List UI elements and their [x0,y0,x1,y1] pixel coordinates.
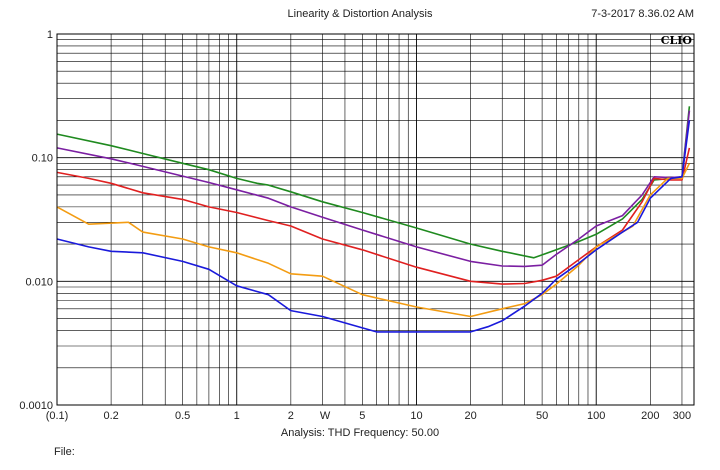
x-tick-label: 10 [410,410,422,422]
timestamp: 7-3-2017 8.36.02 AM [591,8,694,20]
x-tick-label: 200 [641,410,659,422]
analysis-info: Analysis: THD Frequency: 50.00 [280,427,440,439]
x-tick-label: 100 [587,410,605,422]
x-tick-labels: (0.1) 0.2 0.5 1 2 W 5 10 20 50 100 200 300 [46,410,691,422]
series-line-1 [56,106,691,259]
x-tick-label: 50 [536,410,548,422]
plot-frame [56,33,695,406]
x-tick-label: 1 [234,410,240,422]
y-tick-label: 0.010 [25,276,53,288]
x-tick-label: 20 [464,410,476,422]
series-line-2 [56,110,691,268]
y-tick-label: 0.0010 [19,400,53,412]
y-tick-label: 0.10 [32,153,53,165]
clio-logo: CLIO [661,34,693,47]
x-tick-label: 5 [359,410,365,422]
series-line-3 [56,147,691,285]
x-tick-label: 300 [673,410,691,422]
y-tick-label: 1 [47,29,53,41]
chart-title: Linearity & Distortion Analysis [287,8,433,20]
x-tick-label: 0.2 [103,410,118,422]
y-tick-labels: 1 0.10 0.010 0.0010 [19,29,53,412]
x-tick-label: 2 [288,410,294,422]
series-line-5 [56,120,691,333]
grid [56,34,694,406]
series-group [56,106,691,333]
x-tick-label: (0.1) [46,410,69,422]
x-tick-label: W [320,410,331,422]
file-label: File: [54,446,75,458]
x-tick-label: 0.5 [175,410,190,422]
